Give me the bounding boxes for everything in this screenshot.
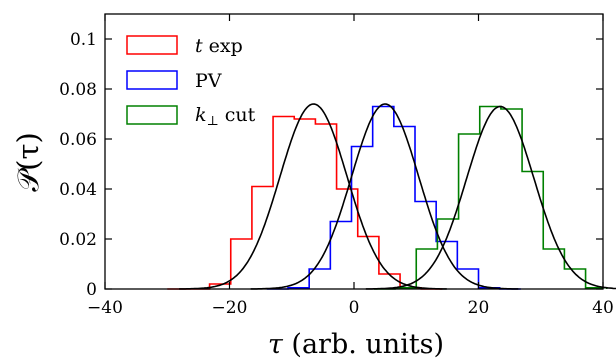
histogram-layer	[167, 105, 608, 290]
y-tick-label: 0.08	[59, 80, 97, 100]
histogram-series-2	[373, 105, 608, 290]
histogram-series-1	[266, 105, 521, 290]
legend-label-pv: PV	[195, 70, 222, 92]
y-tick-label: 0	[86, 280, 97, 300]
x-axis-label: τ (arb. units)	[268, 329, 444, 358]
x-tick-label: −20	[212, 298, 248, 318]
legend-entry-t-exp: t exp	[126, 35, 243, 57]
y-axis-label: 𝒫(τ)	[11, 132, 45, 192]
legend-swatch-k-perp-cut	[126, 105, 178, 125]
legend-label-t-exp: t exp	[195, 35, 243, 57]
y-tick-label: 0.02	[59, 230, 97, 250]
fit-curve-layer	[179, 103, 616, 290]
y-tick-label: 0.06	[59, 130, 97, 150]
plot-frame	[104, 13, 604, 290]
legend: t exp PV k⊥ cut	[126, 35, 256, 129]
fit-curve-2	[365, 105, 616, 290]
x-tick-label: 0	[349, 298, 360, 318]
histogram-series-0	[167, 115, 443, 290]
x-tick-label: −40	[87, 298, 123, 318]
legend-entry-pv: PV	[126, 70, 222, 92]
fit-curve-1	[250, 103, 519, 290]
y-tick-label: 0.1	[70, 30, 97, 50]
legend-entry-k-perp-cut: k⊥ cut	[126, 104, 256, 129]
x-tick-label: 40	[592, 298, 614, 318]
x-tick-label: 20	[468, 298, 490, 318]
legend-swatch-pv	[126, 70, 178, 90]
tick-layer: −40 −20 0 20 40 0 0.02 0.04 0.06 0.08 0.1	[59, 14, 614, 318]
y-tick-label: 0.04	[59, 180, 97, 200]
fit-curve-0	[179, 103, 447, 290]
legend-swatch-t-exp	[126, 35, 178, 55]
legend-label-k-perp-cut: k⊥ cut	[195, 104, 256, 129]
